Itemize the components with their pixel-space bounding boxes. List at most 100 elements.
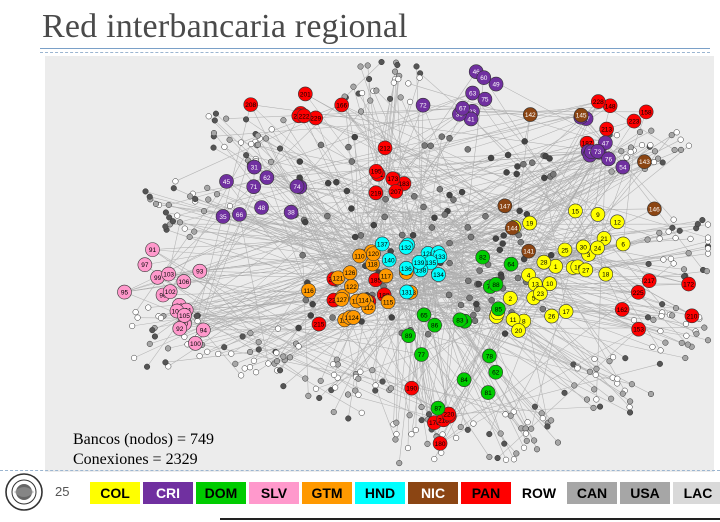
bank-node-col: 19 bbox=[522, 215, 537, 231]
bank-node bbox=[421, 142, 429, 149]
bank-node-slv: 100 bbox=[188, 336, 203, 351]
bank-node bbox=[682, 320, 690, 327]
bank-node bbox=[482, 213, 489, 220]
bank-node bbox=[388, 385, 395, 392]
bank-node bbox=[650, 159, 658, 166]
svg-text:172: 172 bbox=[683, 282, 694, 289]
svg-text:26: 26 bbox=[548, 314, 556, 321]
svg-text:47: 47 bbox=[602, 140, 610, 147]
bank-node-cri: 45 bbox=[219, 174, 234, 189]
edge bbox=[575, 120, 635, 212]
bank-node bbox=[366, 75, 373, 83]
svg-text:9: 9 bbox=[596, 212, 600, 219]
bank-node bbox=[464, 224, 471, 231]
bank-node bbox=[627, 149, 634, 156]
svg-text:65: 65 bbox=[420, 312, 428, 319]
bank-node-dom: 86 bbox=[427, 317, 442, 333]
svg-text:82: 82 bbox=[479, 255, 487, 262]
bank-node-cri: 76 bbox=[601, 151, 616, 167]
svg-text:102: 102 bbox=[165, 289, 176, 296]
bank-node-cri: 38 bbox=[283, 204, 299, 220]
edge bbox=[222, 216, 351, 273]
bank-node bbox=[659, 301, 666, 308]
bank-node bbox=[295, 324, 302, 332]
svg-text:117: 117 bbox=[381, 273, 392, 280]
bank-node bbox=[355, 391, 362, 398]
bank-node bbox=[381, 213, 388, 221]
bank-node bbox=[268, 126, 275, 133]
bank-node bbox=[273, 349, 280, 356]
bank-node bbox=[393, 431, 400, 438]
bank-node bbox=[438, 133, 446, 140]
svg-text:6: 6 bbox=[621, 241, 625, 248]
svg-text:143: 143 bbox=[639, 159, 650, 166]
bank-node bbox=[398, 231, 406, 239]
svg-text:105: 105 bbox=[179, 313, 190, 320]
bank-node-gtm: 114 bbox=[356, 292, 371, 308]
svg-text:153: 153 bbox=[633, 327, 644, 334]
bank-node bbox=[330, 409, 337, 416]
bank-node bbox=[205, 196, 212, 203]
bank-node bbox=[350, 83, 357, 90]
bank-node bbox=[685, 250, 692, 257]
edge bbox=[351, 151, 589, 162]
svg-text:142: 142 bbox=[525, 112, 536, 119]
svg-text:62: 62 bbox=[492, 370, 500, 377]
edge bbox=[222, 216, 387, 277]
edge bbox=[300, 113, 499, 309]
bank-node bbox=[608, 168, 615, 175]
bank-node-cri: 62 bbox=[259, 170, 275, 185]
svg-text:116: 116 bbox=[303, 288, 314, 295]
bank-node bbox=[627, 398, 634, 405]
bank-node bbox=[586, 368, 593, 375]
bank-node bbox=[364, 62, 371, 69]
edge bbox=[422, 105, 483, 258]
bank-node bbox=[548, 251, 555, 259]
bank-node-slv: 105 bbox=[177, 308, 192, 323]
bank-node-pan: 172 bbox=[681, 276, 696, 292]
bank-node bbox=[683, 332, 690, 339]
bank-node bbox=[255, 346, 262, 353]
bank-node bbox=[309, 300, 316, 308]
connections-count: Conexiones = 2329 bbox=[73, 451, 198, 468]
bank-node-cri: 49 bbox=[488, 76, 504, 92]
bank-node bbox=[396, 460, 403, 467]
bank-node-cri: 63 bbox=[465, 85, 480, 101]
bank-node bbox=[359, 90, 366, 97]
bank-node-gtm: 127 bbox=[334, 292, 349, 307]
svg-text:228: 228 bbox=[593, 99, 604, 106]
bank-node bbox=[593, 365, 600, 372]
edge bbox=[348, 92, 473, 148]
edge bbox=[341, 104, 394, 179]
svg-text:88: 88 bbox=[492, 282, 500, 289]
bank-node bbox=[470, 420, 477, 427]
bank-node bbox=[372, 382, 379, 389]
bank-node bbox=[521, 138, 528, 145]
bank-node bbox=[533, 446, 541, 453]
edge bbox=[261, 207, 335, 279]
bank-node-cri: 72 bbox=[415, 97, 431, 113]
svg-text:21: 21 bbox=[600, 236, 608, 243]
svg-text:28: 28 bbox=[540, 260, 548, 267]
edge bbox=[305, 93, 431, 263]
bank-node bbox=[358, 409, 365, 416]
bank-node bbox=[247, 348, 254, 355]
edge bbox=[354, 137, 361, 268]
bank-node bbox=[299, 252, 306, 259]
svg-text:185: 185 bbox=[370, 277, 381, 284]
bank-node bbox=[680, 266, 688, 273]
bank-node bbox=[513, 170, 520, 178]
svg-text:15: 15 bbox=[572, 208, 580, 215]
svg-text:93: 93 bbox=[196, 269, 204, 276]
svg-text:115: 115 bbox=[383, 299, 394, 306]
bank-node bbox=[502, 411, 509, 418]
bank-node bbox=[223, 115, 230, 122]
edge bbox=[327, 183, 369, 283]
bank-node bbox=[500, 232, 507, 239]
bank-node bbox=[144, 363, 151, 370]
edge bbox=[169, 143, 252, 292]
bank-node bbox=[277, 367, 284, 374]
bank-node bbox=[538, 410, 545, 417]
bank-node bbox=[667, 255, 674, 262]
edge bbox=[315, 117, 606, 275]
